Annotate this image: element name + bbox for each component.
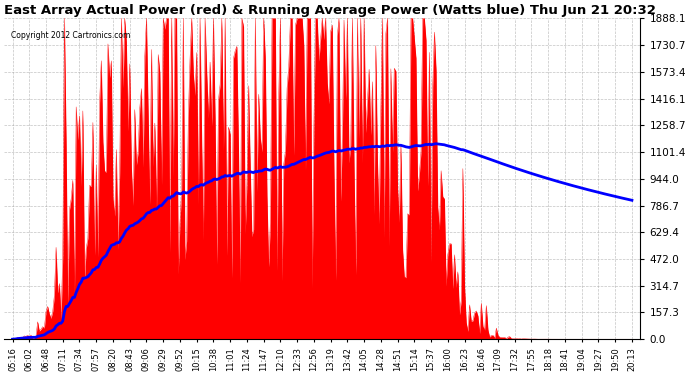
Text: Copyright 2012 Cartronics.com: Copyright 2012 Cartronics.com xyxy=(10,31,130,40)
Text: East Array Actual Power (red) & Running Average Power (Watts blue) Thu Jun 21 20: East Array Actual Power (red) & Running … xyxy=(4,4,656,17)
